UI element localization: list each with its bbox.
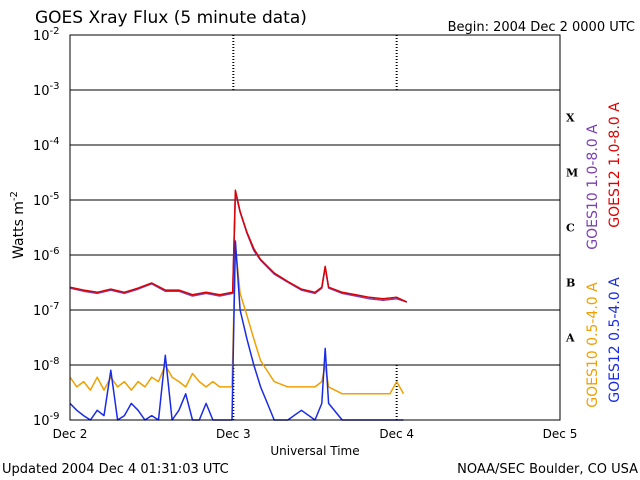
y-tick-label: 10-4 xyxy=(33,136,60,154)
series-lines xyxy=(69,189,408,421)
begin-time: Begin: 2004 Dec 2 0000 UTC xyxy=(448,20,635,35)
flare-class-labels: A B C M X xyxy=(565,112,578,345)
x-tick-label: Dec 2 xyxy=(53,427,88,441)
legend-entry: GOES10 1.0-8.0 A xyxy=(585,124,601,250)
x-axis-tick-labels: Dec 2 Dec 3 Dec 4 Dec 5 xyxy=(53,427,578,441)
day-tick-marks xyxy=(232,35,398,420)
legend-entry: GOES12 0.5-4.0 A xyxy=(607,277,623,403)
x-tick-label: Dec 4 xyxy=(379,427,414,441)
y-tick-label: 10-7 xyxy=(33,301,60,319)
plot-frame xyxy=(69,34,561,421)
y-tick-label: 10-6 xyxy=(33,246,60,264)
flare-class-label: C xyxy=(566,222,575,235)
x-axis-label: Universal Time xyxy=(270,444,359,458)
y-axis-label: Watts m-2 xyxy=(9,191,27,259)
flare-class-label: A xyxy=(565,332,575,345)
flare-class-label: M xyxy=(566,167,578,180)
data-source: NOAA/SEC Boulder, CO USA xyxy=(457,462,638,477)
updated-timestamp: Updated 2004 Dec 4 01:31:03 UTC xyxy=(2,462,229,477)
legend-entry: GOES10 0.5-4.0 A xyxy=(585,282,601,408)
series-line xyxy=(69,189,408,303)
y-tick-label: 10-2 xyxy=(33,26,60,44)
legend: GOES10 1.0-8.0 A GOES12 1.0-8.0 A GOES10 0… xyxy=(585,102,623,408)
legend-entry: GOES12 1.0-8.0 A xyxy=(607,102,623,228)
grid-lines xyxy=(70,89,560,366)
series-line xyxy=(69,244,405,395)
flare-class-label: B xyxy=(566,277,575,290)
y-tick-label: 10-8 xyxy=(33,356,60,374)
flare-class-label: X xyxy=(566,112,575,125)
y-tick-label: 10-5 xyxy=(33,191,60,209)
y-axis-tick-labels: 10-9 10-8 10-7 10-6 10-5 10-4 10-3 10-2 xyxy=(33,26,60,429)
x-tick-label: Dec 3 xyxy=(216,427,251,441)
x-tick-label: Dec 5 xyxy=(543,427,578,441)
chart-title: GOES Xray Flux (5 minute data) xyxy=(35,8,307,28)
y-tick-label: 10-3 xyxy=(33,81,60,99)
y-tick-label: 10-9 xyxy=(33,411,60,429)
